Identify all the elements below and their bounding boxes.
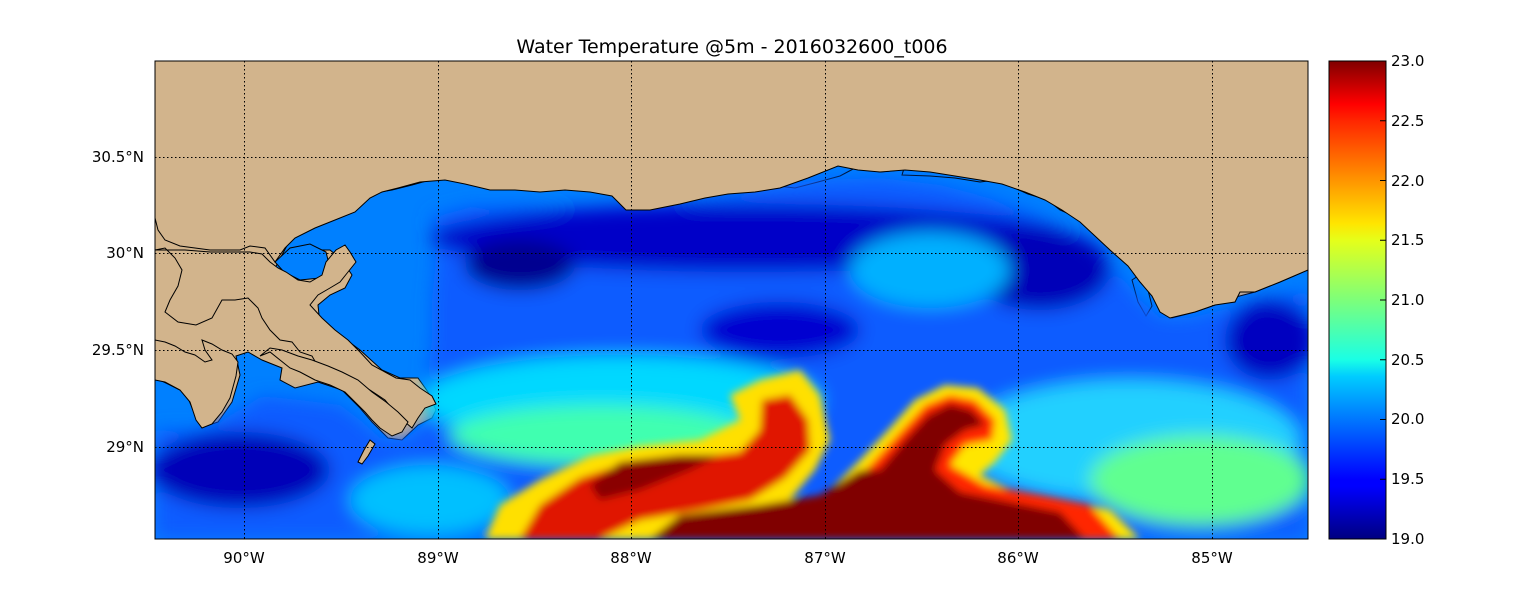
cyan-band-southwest (350, 465, 510, 535)
land-delta-birdfoot (259, 347, 409, 437)
colorbar-tick-label: 21.5 (1391, 231, 1424, 249)
cold-core-far-east (1225, 300, 1308, 380)
lon-tick-label: 85°W (1191, 549, 1233, 567)
map-panel (155, 61, 1308, 539)
colorbar-gradient (1328, 60, 1387, 540)
cold-core-center (700, 302, 860, 358)
colorbar-ticks (1380, 120, 1386, 480)
chart-title: Water Temperature @5m - 2016032600_t006 (516, 36, 947, 58)
colorbar-tick-label: 19.0 (1391, 530, 1424, 548)
green-band-east (1090, 435, 1308, 525)
temperature-field (155, 178, 1308, 539)
cyan-eddy (850, 232, 1010, 308)
warm-tongue-dark (590, 455, 720, 500)
lon-tick-label: 87°W (804, 549, 846, 567)
graticule (155, 61, 1308, 539)
lat-tick-label: 30.5°N (92, 148, 144, 166)
cold-core-southwest (155, 432, 330, 508)
land-mississippi-alabama-florida (155, 61, 1308, 319)
loop-current-body (650, 470, 880, 539)
colorbar-tick-label: 20.5 (1391, 351, 1424, 369)
lat-tick-label: 29°N (106, 438, 144, 456)
land-louisiana-delta (155, 244, 437, 429)
colorbar-tick-label: 22.0 (1391, 172, 1424, 190)
lat-tick-labels: 30.5°N 30°N 29.5°N 29°N (92, 148, 144, 456)
land-chandeleur (357, 439, 376, 465)
colorbar-tick-label: 22.5 (1391, 112, 1424, 130)
lon-tick-label: 86°W (997, 549, 1039, 567)
colorbar: 23.0 22.5 22.0 21.5 21.0 20.5 20.0 19.5 … (1328, 52, 1424, 548)
colorbar-tick-label: 20.0 (1391, 410, 1424, 428)
colorbar-tick-labels: 23.0 22.5 22.0 21.5 21.0 20.5 20.0 19.5 … (1391, 52, 1424, 548)
lat-tick-label: 30°N (106, 244, 144, 262)
cold-core-east (970, 230, 1110, 310)
lon-tick-label: 88°W (610, 549, 652, 567)
colorbar-tick-label: 19.5 (1391, 470, 1424, 488)
colorbar-tick-label: 21.0 (1391, 291, 1424, 309)
lon-tick-labels: 90°W 89°W 88°W 87°W 86°W 85°W (223, 549, 1233, 567)
cold-core-west (465, 240, 575, 290)
lon-tick-label: 89°W (417, 549, 459, 567)
lat-tick-label: 29.5°N (92, 341, 144, 359)
lon-tick-label: 90°W (223, 549, 265, 567)
map-frame (154, 60, 1309, 540)
colorbar-tick-label: 23.0 (1391, 52, 1424, 70)
